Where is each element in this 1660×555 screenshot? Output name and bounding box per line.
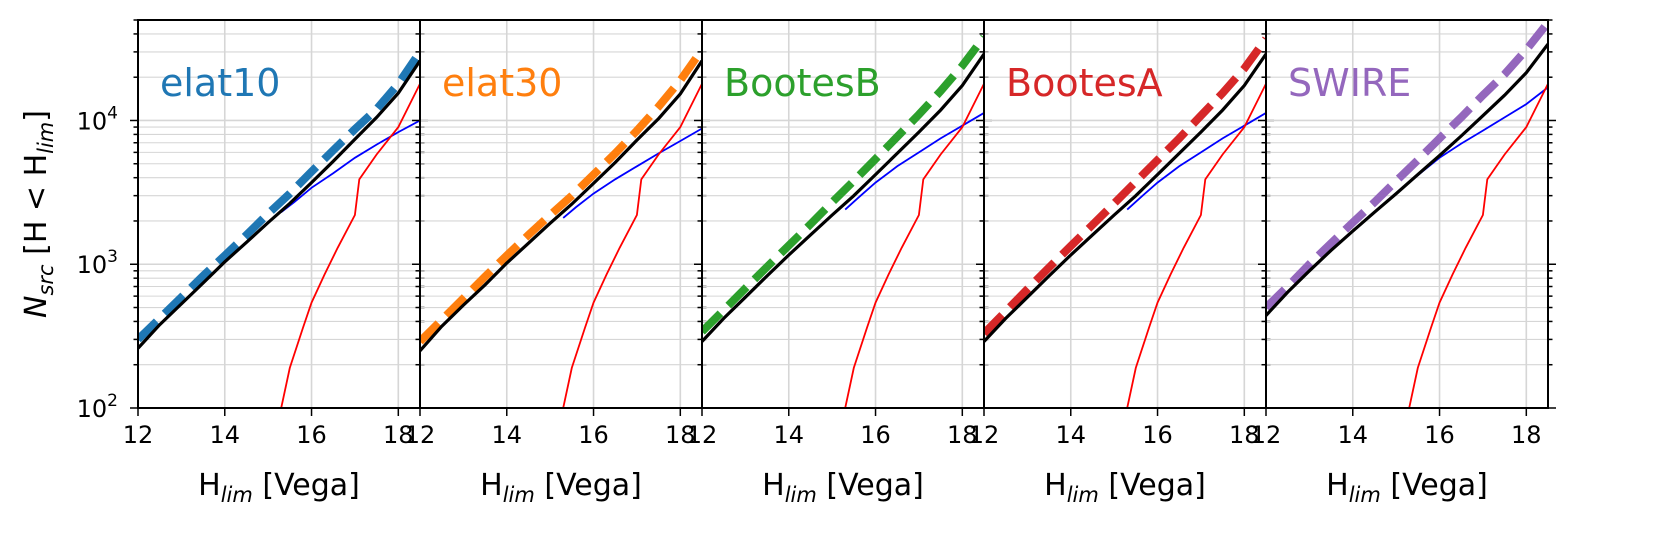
x-tick-label: 18	[947, 421, 978, 449]
panel-frame	[1265, 19, 1549, 409]
x-axis-label: Hlim [Vega]	[762, 468, 924, 507]
x-tick-label: 14	[209, 421, 240, 449]
model-stars-line	[562, 83, 702, 408]
model-stars-line	[844, 83, 984, 408]
observed-counts-line	[1266, 20, 1548, 311]
panel-label: elat10	[160, 61, 280, 105]
model-stars-line	[1408, 83, 1548, 408]
x-tick-label: 18	[1511, 421, 1542, 449]
model-galaxies-line	[280, 119, 420, 213]
observed-counts-line	[984, 36, 1266, 337]
x-tick-label: 12	[1251, 421, 1282, 449]
model-total-line	[138, 59, 420, 350]
x-tick-label: 14	[773, 421, 804, 449]
panel-label: SWIRE	[1288, 61, 1411, 105]
panel-swire: 12 14 16 18 SWIRE Hlim [Vega]	[1251, 19, 1556, 507]
x-tick-label: 16	[296, 421, 327, 449]
model-total-line	[1266, 43, 1548, 317]
model-stars-line	[280, 83, 420, 408]
y-tick-label: 104	[77, 103, 118, 135]
x-tick-label: 12	[687, 421, 718, 449]
model-galaxies-line	[844, 112, 984, 211]
model-galaxies-line	[562, 127, 702, 219]
x-tick-label: 14	[1337, 421, 1368, 449]
model-total-line	[984, 53, 1266, 343]
x-tick-label: 16	[1142, 421, 1173, 449]
panel-elat30: 12 14 16 18 elat30 Hlim [Vega]	[405, 19, 710, 507]
x-axis-label: Hlim [Vega]	[198, 468, 360, 507]
x-tick-label: 18	[665, 421, 696, 449]
panel-bootesb: 12 14 16 18 BootesB Hlim [Vega]	[687, 19, 992, 507]
x-tick-label: 18	[383, 421, 414, 449]
y-axis-label: Nsrc [H < Hlim]	[19, 110, 58, 318]
panel-label: BootesA	[1006, 61, 1163, 105]
x-axis-label: Hlim [Vega]	[480, 468, 642, 507]
x-tick-label: 14	[491, 421, 522, 449]
x-tick-label: 12	[123, 421, 154, 449]
x-axis-label: Hlim [Vega]	[1326, 468, 1488, 507]
model-total-line	[420, 59, 702, 352]
model-total-line	[702, 53, 984, 343]
x-axis-label: Hlim [Vega]	[1044, 468, 1206, 507]
y-tick-label: 102	[77, 391, 118, 423]
grid	[1265, 19, 1548, 409]
panel-bootesa: 12 14 16 18 BootesA Hlim [Vega]	[969, 19, 1274, 507]
model-galaxies-line	[1126, 112, 1266, 211]
y-tick-label: 103	[77, 247, 118, 279]
panel-label: elat30	[442, 61, 562, 105]
x-tick-label: 16	[1424, 421, 1455, 449]
x-tick-label: 18	[1229, 421, 1260, 449]
model-stars-line	[1126, 83, 1266, 408]
model-galaxies-line	[1408, 86, 1548, 184]
x-tick-label: 16	[860, 421, 891, 449]
x-tick-label: 12	[405, 421, 436, 449]
observed-counts-line	[420, 47, 702, 345]
x-tick-label: 14	[1055, 421, 1086, 449]
observed-counts-line	[702, 34, 984, 335]
observed-counts-line	[138, 49, 420, 343]
panel-elat10: 12 14 16 18 elat10 Hlim [Vega]	[123, 19, 428, 507]
panel-label: BootesB	[724, 61, 881, 105]
x-tick-label: 12	[969, 421, 1000, 449]
x-tick-label: 16	[578, 421, 609, 449]
